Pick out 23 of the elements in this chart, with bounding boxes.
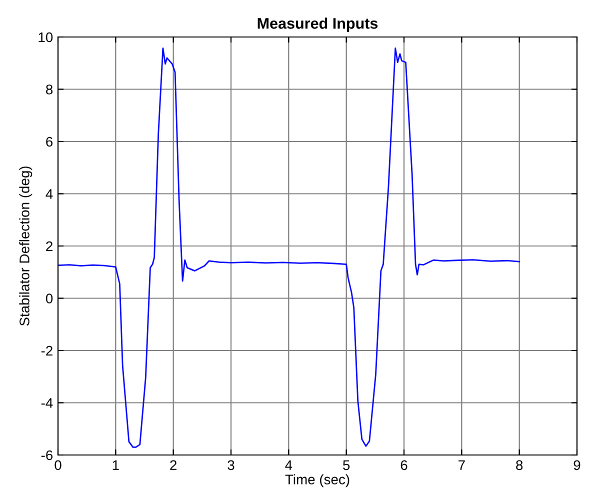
x-axis-title: Time (sec) (285, 474, 350, 488)
y-tick-label: -4 (41, 398, 53, 408)
y-tick-label: 10 (38, 32, 53, 42)
x-tick-label: 4 (285, 460, 292, 470)
line-series (58, 48, 520, 448)
chart-title: Measured Inputs (258, 18, 378, 32)
y-tick-label: 6 (46, 136, 53, 147)
y-tick-label: 0 (46, 294, 53, 304)
x-tick-label: 8 (516, 460, 523, 470)
x-tick-label: 0 (54, 460, 62, 470)
x-tick-label: 2 (170, 460, 176, 470)
y-tick-label: 8 (46, 84, 53, 94)
x-tick-label: 9 (574, 460, 580, 470)
x-tick-label: 6 (400, 460, 408, 470)
x-tick-label: 7 (458, 460, 465, 470)
x-tick-label: 5 (343, 460, 350, 470)
y-tick-label: -6 (41, 450, 53, 460)
y-tick-label: -2 (41, 346, 52, 356)
y-tick-label: 4 (46, 189, 53, 199)
x-tick-label: 3 (228, 460, 234, 470)
y-axis-title: Stabilator Deflection (deg) (19, 166, 32, 326)
x-tick-label: 1 (112, 460, 119, 470)
y-tick-label: 2 (46, 241, 52, 252)
